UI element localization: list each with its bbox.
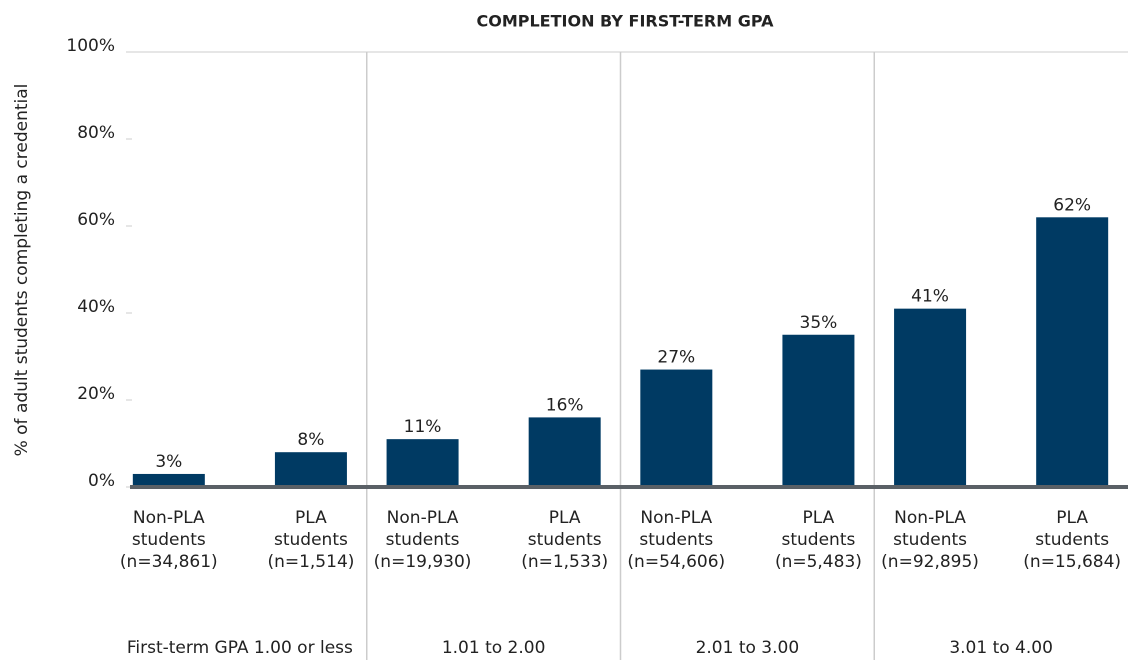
x-tick-label-line: PLA [803, 508, 835, 528]
x-tick-label: Non-PLA students (n=54,606) [627, 508, 725, 572]
x-tick-label-line: students [132, 530, 206, 550]
x-tick-label-line: Non-PLA [133, 508, 205, 528]
x-tick-label-line: PLA [1056, 508, 1088, 528]
value-label: 11% [404, 417, 442, 437]
x-tick-label-line: Non-PLA [894, 508, 966, 528]
group-label: 1.01 to 2.00 [442, 638, 546, 658]
x-tick-label-line: (n=1,514) [267, 552, 354, 572]
x-tick-label-line: students [386, 530, 460, 550]
x-tick-label-line: PLA [549, 508, 581, 528]
chart-title: COMPLETION BY FIRST-TERM GPA [476, 12, 774, 31]
x-tick-label-line: (n=1,533) [521, 552, 608, 572]
y-tick-label: 100% [66, 36, 115, 56]
x-tick-label-line: Non-PLA [387, 508, 459, 528]
bar [274, 452, 347, 487]
y-tick-label: 0% [88, 471, 115, 491]
bar [386, 439, 459, 487]
bar [132, 473, 205, 487]
y-axis-label: % of adult students completing a credent… [12, 84, 32, 457]
y-tick-label: 60% [77, 210, 115, 230]
y-tick-label: 80% [77, 123, 115, 143]
value-label: 16% [546, 395, 584, 415]
x-tick-label-line: (n=5,483) [775, 552, 862, 572]
x-tick-label-line: students [639, 530, 713, 550]
x-tick-label-line: (n=19,930) [374, 552, 472, 572]
bar [528, 417, 601, 487]
x-tick-label: PLA students (n=5,483) [775, 508, 862, 572]
x-tick-label-line: (n=92,895) [881, 552, 979, 572]
bar [782, 334, 855, 487]
x-tick-label: Non-PLA students (n=92,895) [881, 508, 979, 572]
x-tick-label: PLA students (n=1,533) [521, 508, 608, 572]
group-label: First-term GPA 1.00 or less [127, 638, 353, 658]
group-label: 3.01 to 4.00 [949, 638, 1053, 658]
x-tick-label: Non-PLA students (n=19,930) [374, 508, 472, 572]
value-label: 41% [911, 287, 949, 307]
x-tick-label-line: (n=34,861) [120, 552, 218, 572]
y-tick-label: 20% [77, 384, 115, 404]
y-tick-label: 40% [77, 297, 115, 317]
x-tick-label-line: students [782, 530, 856, 550]
value-label: 27% [657, 348, 695, 368]
x-tick-label-line: students [1035, 530, 1109, 550]
x-tick-label-line: Non-PLA [640, 508, 712, 528]
group-label: 2.01 to 3.00 [696, 638, 800, 658]
value-label: 62% [1053, 195, 1091, 215]
x-tick-label-line: students [528, 530, 602, 550]
x-tick-label-line: (n=54,606) [627, 552, 725, 572]
x-tick-label: PLA students (n=1,514) [267, 508, 354, 572]
bar [640, 369, 713, 487]
bar [894, 308, 967, 487]
value-label: 35% [800, 313, 838, 333]
bar [1036, 217, 1109, 488]
x-tick-label-line: PLA [295, 508, 327, 528]
x-tick-label-line: (n=15,684) [1023, 552, 1121, 572]
value-label: 8% [297, 430, 324, 450]
x-tick-label: Non-PLA students (n=34,861) [120, 508, 218, 572]
value-label: 3% [155, 452, 182, 472]
x-tick-label-line: students [274, 530, 348, 550]
x-tick-label-line: students [893, 530, 967, 550]
x-tick-label: PLA students (n=15,684) [1023, 508, 1121, 572]
